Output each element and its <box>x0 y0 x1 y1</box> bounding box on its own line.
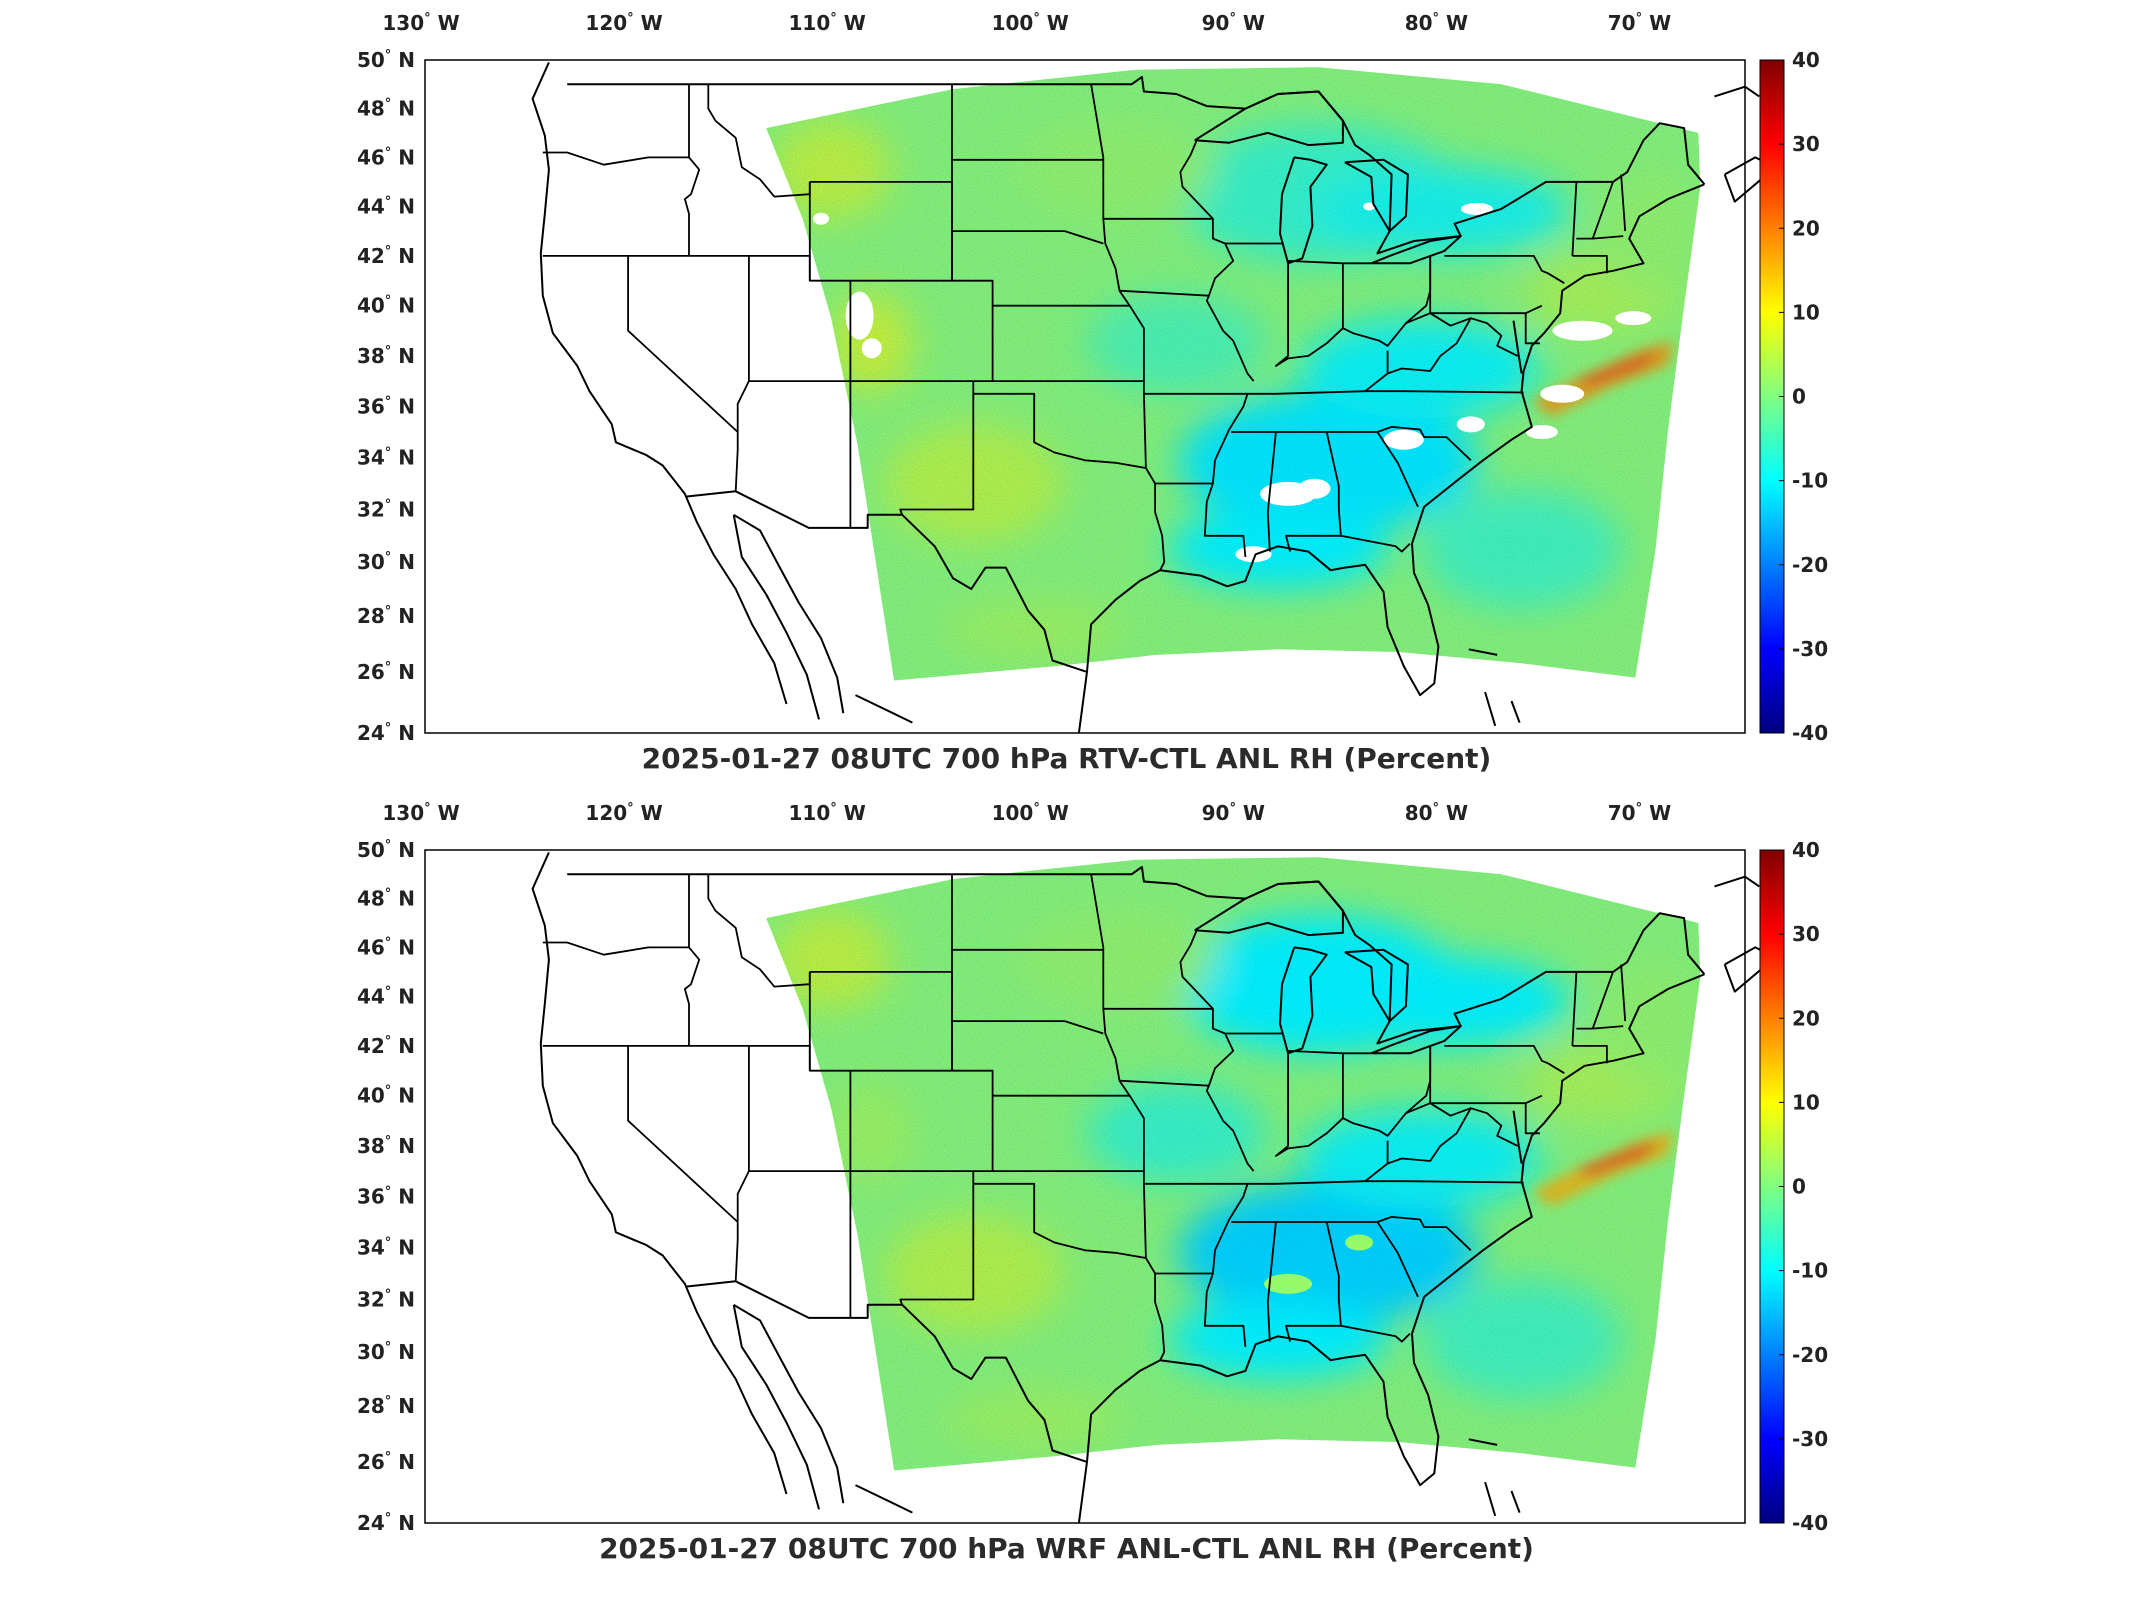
lon-tick-label: 70° W <box>1608 11 1671 35</box>
rh-field <box>766 857 1701 1471</box>
map-title-bottom: 2025-01-27 08UTC 700 hPa WRF ANL-CTL ANL… <box>599 1532 1534 1565</box>
map-panel-top: 130° W 120° W 110° W 100° W 90° W 80° W 70° W 5… <box>357 11 1828 775</box>
lat-tick-label: 38° N <box>357 344 415 368</box>
lon-tick-label: 110° W <box>789 801 866 825</box>
lat-tick-label: 30° N <box>357 1340 415 1364</box>
lat-tick-label: 48° N <box>357 887 415 911</box>
lon-tick-label: 100° W <box>992 801 1069 825</box>
missing-data-regions <box>813 202 1652 563</box>
lat-tick-label: 32° N <box>357 1288 415 1312</box>
map-figure-bottom: 130° W 120° W 110° W 100° W 90° W 80° W 70° W 5… <box>357 801 1828 1535</box>
lat-tick-label: 34° N <box>357 1236 415 1260</box>
colorbar-tick-label: -20 <box>1792 1343 1828 1367</box>
colorbar-tick-label: 30 <box>1792 132 1820 156</box>
colorbar-tick-label: 10 <box>1792 1090 1820 1114</box>
map-boundaries <box>531 851 1777 1524</box>
map-boundaries <box>531 61 1777 734</box>
lat-tick-label: 26° N <box>357 1450 415 1474</box>
colorbar-tick-label: 20 <box>1792 216 1820 240</box>
map-frame <box>424 849 1746 1524</box>
lon-tick-label: 70° W <box>1608 801 1671 825</box>
lat-tick-label: 42° N <box>357 244 415 268</box>
lat-tick-label: 38° N <box>357 1134 415 1158</box>
lat-tick-label: 24° N <box>357 721 415 745</box>
lat-tick-label: 36° N <box>357 394 415 418</box>
colorbar-tick-label: -30 <box>1792 637 1828 661</box>
colorbar-tick-label: -10 <box>1792 1259 1828 1283</box>
lat-tick-label: 30° N <box>357 550 415 574</box>
lon-tick-label: 110° W <box>789 11 866 35</box>
lon-tick-label: 100° W <box>992 11 1069 35</box>
colorbar-tick-label: -40 <box>1792 1511 1828 1535</box>
map-frame <box>424 59 1746 734</box>
lon-tick-label: 120° W <box>585 801 662 825</box>
lon-tick-label: 80° W <box>1405 11 1468 35</box>
lon-tick-label: 90° W <box>1202 801 1265 825</box>
colorbar-tick-label: 40 <box>1792 48 1820 72</box>
lat-tick-label: 44° N <box>357 984 415 1008</box>
map-title-top: 2025-01-27 08UTC 700 hPa RTV-CTL ANL RH … <box>641 742 1492 775</box>
colorbar-tick-label: 40 <box>1792 838 1820 862</box>
colorbar-tick-label: 30 <box>1792 922 1820 946</box>
colorbar-tick-label: 0 <box>1792 385 1806 409</box>
lon-tick-label: 80° W <box>1405 801 1468 825</box>
colorbar-tick-label: 20 <box>1792 1006 1820 1030</box>
lat-tick-label: 50° N <box>357 838 415 862</box>
colorbar-tick-label: -20 <box>1792 553 1828 577</box>
lat-tick-label: 40° N <box>357 1084 415 1108</box>
lat-tick-label: 48° N <box>357 97 415 121</box>
colorbar-tick-label: 10 <box>1792 300 1820 324</box>
lat-tick-label: 28° N <box>357 604 415 628</box>
lon-tick-label: 130° W <box>382 801 459 825</box>
colorbar-tick-label: -40 <box>1792 721 1828 745</box>
lat-tick-label: 28° N <box>357 1394 415 1418</box>
colorbar-tick-label: 0 <box>1792 1175 1806 1199</box>
lat-tick-label: 44° N <box>357 194 415 218</box>
lat-tick-label: 46° N <box>357 935 415 959</box>
lat-tick-label: 36° N <box>357 1184 415 1208</box>
colorbar-tick-label: -10 <box>1792 469 1828 493</box>
lon-tick-label: 120° W <box>585 11 662 35</box>
map-figure-top: 130° W 120° W 110° W 100° W 90° W 80° W 70° W 5… <box>357 11 1828 745</box>
colorbar-tick-label: -30 <box>1792 1427 1828 1451</box>
lat-tick-label: 24° N <box>357 1511 415 1535</box>
lat-tick-label: 32° N <box>357 498 415 522</box>
map-panel-bottom: 130° W 120° W 110° W 100° W 90° W 80° W 70° W 5… <box>0 790 2133 1590</box>
lon-tick-label: 90° W <box>1202 11 1265 35</box>
lat-tick-label: 50° N <box>357 48 415 72</box>
lat-tick-label: 34° N <box>357 446 415 470</box>
lat-tick-label: 42° N <box>357 1034 415 1058</box>
lat-tick-label: 40° N <box>357 294 415 318</box>
lon-tick-label: 130° W <box>382 11 459 35</box>
lat-tick-label: 46° N <box>357 145 415 169</box>
lat-tick-label: 26° N <box>357 660 415 684</box>
